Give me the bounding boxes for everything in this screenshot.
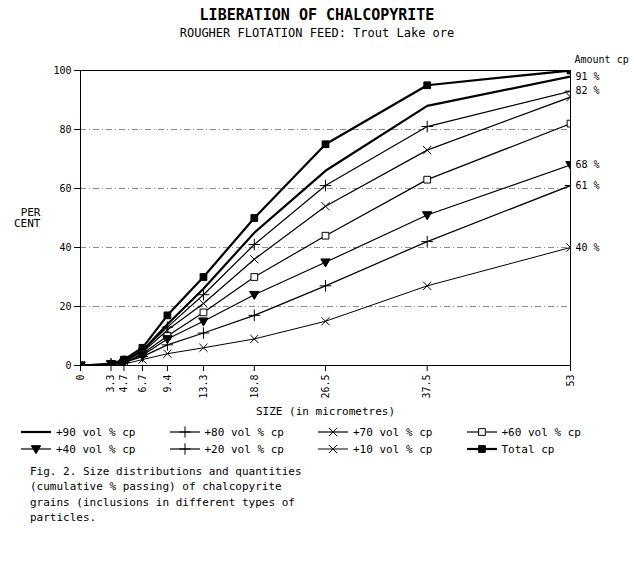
svg-text:40 %: 40 % [576,242,600,253]
svg-text:20: 20 [59,301,71,312]
svg-text:6.7: 6.7 [137,375,148,393]
svg-text:82 %: 82 % [576,85,600,96]
svg-text:PERCENT: PERCENT [14,206,41,230]
html-text:+40 vol % cp: +40 vol % cp [56,442,136,456]
svg-text:0: 0 [65,360,71,371]
html-text:+90 vol % cp: +90 vol % cp [56,425,136,439]
svg-text:SIZE (in micrometres): SIZE (in micrometres) [256,405,395,418]
html-text:+60 vol % cp: +60 vol % cp [501,425,581,439]
svg-text:40: 40 [59,242,71,253]
svg-text:53: 53 [565,375,576,387]
svg-text:68 %: 68 % [576,159,600,170]
svg-text:0: 0 [75,375,86,381]
html-text:LIBERATION OF CHALCOPYRITE: LIBERATION OF CHALCOPYRITE [199,6,435,24]
html-text:Total cp: Total cp [501,442,555,456]
svg-text:18.8: 18.8 [249,375,260,399]
html-text:+70 vol % cp: +70 vol % cp [353,425,433,439]
html-text:ROUGHER FLOTATION FEED: Trout: ROUGHER FLOTATION FEED: Trout Lake ore [179,26,455,40]
svg-text:100: 100 [53,65,71,76]
svg-text:13.3: 13.3 [198,375,209,399]
html-text:+80 vol % cp: +80 vol % cp [204,425,284,439]
svg-text:91 %: 91 % [576,71,600,82]
svg-text:9.4: 9.4 [162,375,173,393]
svg-text:26.5: 26.5 [320,375,331,399]
svg-text:Amount cp: Amount cp [575,54,629,65]
html-text:Fig. 2. Size distributions and: Fig. 2. Size distributions and quantitie… [30,465,302,525]
html-text:+10 vol % cp: +10 vol % cp [353,442,433,456]
svg-text:60: 60 [59,183,71,194]
html-text:+20 vol % cp: +20 vol % cp [204,442,284,456]
svg-text:61 %: 61 % [576,180,600,191]
svg-text:37.5: 37.5 [421,375,432,399]
svg-text:80: 80 [59,124,71,135]
svg-text:4.7: 4.7 [118,375,129,393]
svg-text:3.3: 3.3 [105,375,116,393]
